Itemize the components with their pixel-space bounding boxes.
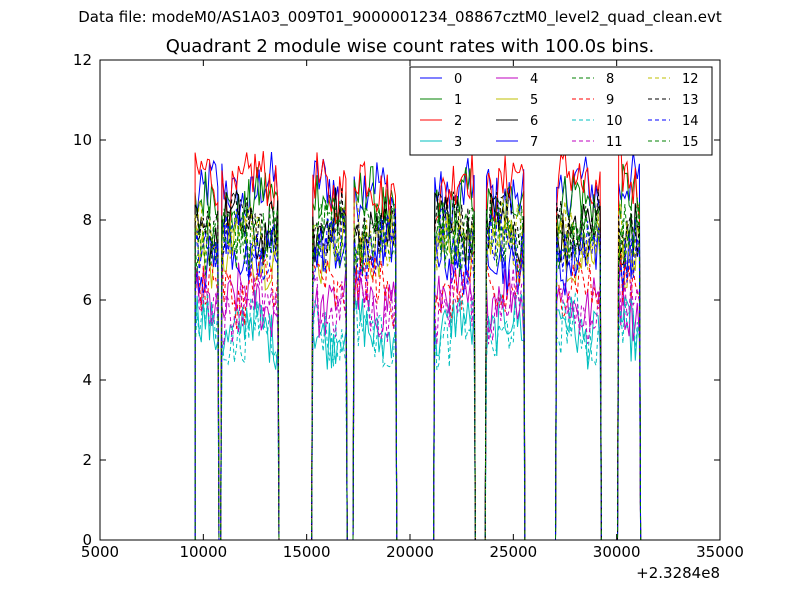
chart-title: Quadrant 2 module wise count rates with …	[165, 36, 655, 57]
x-tick-label-30000: 30000	[593, 543, 641, 561]
y-tick-label-4: 4	[82, 371, 92, 389]
legend-label-2: 2	[454, 114, 462, 129]
series-line-10	[194, 291, 642, 540]
legend-label-9: 9	[606, 93, 614, 108]
y-tick-label-8: 8	[82, 211, 92, 229]
series-line-0	[194, 151, 642, 540]
series-line-13	[194, 188, 642, 540]
x-tick-label-5000: 5000	[81, 543, 119, 561]
y-tick-label-10: 10	[73, 131, 92, 149]
x-tick-label-35000: 35000	[696, 543, 744, 561]
series-line-14	[194, 207, 642, 540]
legend-label-1: 1	[454, 93, 462, 108]
x-tick-label-10000: 10000	[179, 543, 227, 561]
series-line-4	[194, 259, 642, 540]
series-line-1	[194, 163, 642, 540]
legend-label-15: 15	[682, 135, 699, 150]
legend-label-12: 12	[682, 72, 699, 87]
series-line-15	[194, 195, 642, 540]
x-tick-label-25000: 25000	[489, 543, 537, 561]
legend-label-6: 6	[530, 114, 538, 129]
legend-label-10: 10	[606, 114, 623, 129]
y-tick-label-2: 2	[82, 451, 92, 469]
y-tick-label-12: 12	[73, 51, 92, 69]
axes-layer: 5000 10000 15000 20000 25000 30000 35000 0 2 4 6 8 1…	[73, 51, 744, 561]
x-axis-offset-label: +2.3284e8	[636, 564, 720, 582]
legend-label-5: 5	[530, 93, 538, 108]
legend-label-8: 8	[606, 72, 614, 87]
x-tick-label-15000: 15000	[283, 543, 331, 561]
legend-label-11: 11	[606, 135, 623, 150]
y-tick-label-6: 6	[82, 291, 92, 309]
legend-label-3: 3	[454, 135, 462, 150]
legend-label-13: 13	[682, 93, 699, 108]
y-tick-label-0: 0	[82, 531, 92, 549]
series-line-2	[194, 143, 642, 540]
legend-box	[409, 66, 713, 156]
series-line-11	[194, 265, 642, 540]
legend-label-4: 4	[530, 72, 538, 87]
series-line-3	[194, 287, 642, 540]
series-line-12	[194, 195, 642, 540]
figure-suptitle: Data file: modeM0/AS1A03_009T01_90000012…	[78, 8, 722, 26]
legend-label-0: 0	[454, 72, 462, 87]
x-tick-label-20000: 20000	[386, 543, 434, 561]
legend-label-14: 14	[682, 114, 699, 129]
legend-label-7: 7	[530, 135, 538, 150]
series-layer	[194, 143, 642, 540]
